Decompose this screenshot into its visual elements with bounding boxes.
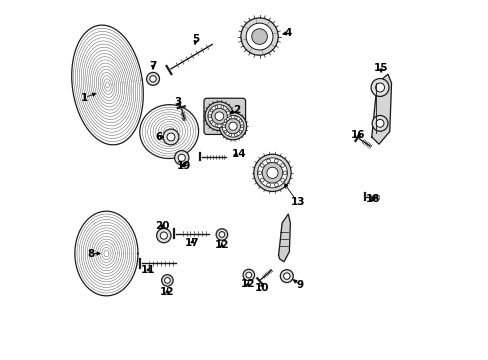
Polygon shape (278, 214, 290, 262)
Text: 7: 7 (149, 61, 157, 71)
Circle shape (219, 113, 246, 140)
Circle shape (245, 272, 251, 278)
Circle shape (260, 163, 264, 167)
Circle shape (219, 231, 224, 237)
Circle shape (260, 178, 264, 182)
Circle shape (283, 171, 286, 175)
Text: 1: 1 (81, 93, 88, 103)
Text: 16: 16 (350, 130, 365, 140)
Circle shape (228, 134, 231, 136)
Circle shape (174, 150, 188, 165)
Circle shape (216, 229, 227, 240)
Polygon shape (371, 74, 391, 144)
Circle shape (266, 167, 278, 179)
Text: 9: 9 (296, 280, 303, 290)
Circle shape (225, 121, 228, 123)
Circle shape (228, 122, 237, 130)
FancyBboxPatch shape (203, 98, 245, 134)
Circle shape (280, 178, 284, 182)
Text: 15: 15 (373, 63, 388, 73)
Circle shape (163, 129, 179, 145)
Circle shape (243, 269, 254, 281)
Circle shape (227, 115, 230, 118)
Circle shape (164, 278, 170, 283)
Circle shape (207, 105, 230, 128)
Text: 14: 14 (231, 149, 246, 159)
Circle shape (251, 29, 267, 44)
Text: 19: 19 (176, 161, 190, 171)
Circle shape (215, 124, 217, 127)
Circle shape (234, 116, 237, 119)
Circle shape (208, 115, 211, 118)
Circle shape (149, 76, 156, 82)
Circle shape (234, 134, 237, 136)
Polygon shape (72, 25, 143, 145)
Circle shape (160, 232, 167, 239)
Text: 10: 10 (254, 283, 268, 293)
Circle shape (266, 183, 270, 187)
Circle shape (225, 109, 228, 112)
Circle shape (280, 270, 293, 283)
Circle shape (257, 158, 287, 188)
Circle shape (283, 273, 289, 279)
Circle shape (375, 120, 383, 127)
Text: 17: 17 (185, 238, 200, 248)
Polygon shape (140, 105, 198, 158)
Circle shape (274, 183, 278, 187)
Circle shape (222, 125, 225, 127)
Circle shape (210, 121, 213, 123)
Circle shape (211, 108, 227, 124)
Circle shape (178, 154, 185, 161)
Circle shape (215, 112, 223, 121)
Text: 12: 12 (214, 240, 229, 250)
Circle shape (241, 125, 243, 127)
Circle shape (375, 83, 384, 92)
Circle shape (258, 171, 261, 175)
Circle shape (221, 124, 224, 127)
Circle shape (262, 163, 282, 183)
Text: 13: 13 (290, 197, 304, 207)
Text: 11: 11 (141, 265, 155, 275)
Circle shape (266, 159, 270, 163)
Text: 4: 4 (284, 28, 291, 38)
Circle shape (239, 120, 242, 122)
Circle shape (210, 109, 213, 112)
Text: 5: 5 (192, 34, 199, 44)
Circle shape (253, 154, 290, 192)
Text: 2: 2 (232, 105, 240, 115)
Circle shape (162, 275, 173, 286)
Circle shape (274, 159, 278, 163)
Polygon shape (75, 211, 138, 296)
Circle shape (221, 105, 224, 108)
Text: 12: 12 (241, 279, 255, 289)
Circle shape (239, 130, 242, 133)
Circle shape (204, 102, 233, 131)
Text: 20: 20 (155, 221, 169, 231)
Circle shape (225, 119, 240, 134)
Circle shape (146, 72, 159, 85)
Circle shape (241, 18, 278, 55)
Circle shape (215, 105, 217, 108)
Circle shape (167, 133, 175, 141)
Circle shape (222, 115, 244, 137)
Text: 6: 6 (155, 132, 163, 142)
Text: 8: 8 (87, 248, 95, 258)
Text: 18: 18 (365, 194, 379, 204)
Circle shape (224, 120, 226, 122)
Circle shape (228, 116, 231, 119)
Circle shape (280, 163, 284, 167)
Circle shape (156, 228, 171, 243)
Circle shape (371, 116, 387, 131)
Text: 12: 12 (160, 287, 174, 297)
Circle shape (224, 130, 226, 133)
Text: 3: 3 (174, 97, 182, 107)
Circle shape (370, 78, 388, 96)
Circle shape (245, 23, 272, 50)
